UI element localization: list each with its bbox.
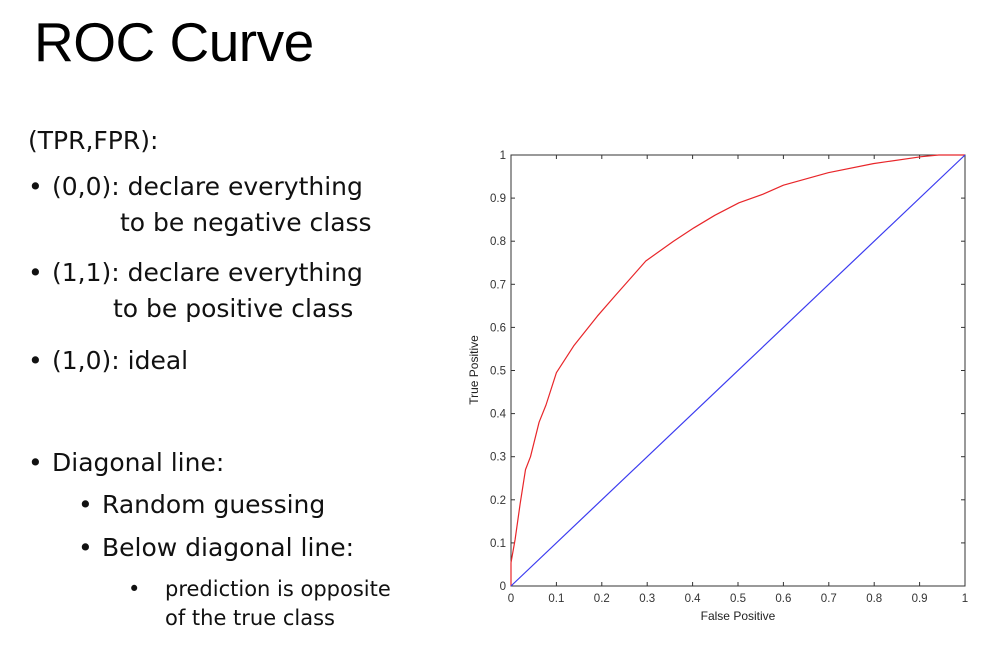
x-tick-label: 0.8	[866, 593, 882, 605]
y-tick-label: 0	[500, 581, 506, 593]
x-tick-label: 0.5	[730, 593, 746, 605]
x-tick-label: 0.6	[775, 593, 791, 605]
bullet-dot: •	[128, 577, 141, 601]
chart-axes: 0 0.1 0.2 0.3 0.4 0.5 0.6 0.7 0.8 0.9 1 0 0.1 0.2 0.3 0…	[490, 150, 968, 605]
diagonal-sub-0: Random guessing	[102, 490, 326, 519]
bullet-dot: •	[78, 533, 93, 562]
x-tick-label: 0	[508, 593, 514, 605]
bullet-0-line2: to be negative class	[120, 208, 372, 237]
diagonal-subsub-line1: prediction is opposite	[165, 577, 391, 601]
diagonal-subsub-line2: of the true class	[165, 606, 335, 630]
x-tick-label: 0.9	[912, 593, 928, 605]
y-tick-label: 0.1	[490, 538, 506, 550]
y-tick-label: 0.5	[490, 366, 506, 378]
y-tick-label: 0.2	[490, 495, 506, 507]
bullet-2-line1: (1,0): ideal	[52, 346, 189, 375]
x-tick-label: 0.3	[639, 593, 655, 605]
x-axis-label: False Positive	[701, 609, 776, 623]
y-tick-label: 1	[500, 150, 506, 162]
bullet-dot: •	[78, 490, 93, 519]
bullet-dot: •	[28, 172, 43, 201]
diagonal-sub-1: Below diagonal line:	[102, 533, 355, 562]
intro-text: (TPR,FPR):	[28, 126, 159, 155]
diagonal-line	[510, 154, 966, 587]
bullet-0-line1: (0,0): declare everything	[52, 172, 363, 201]
bullet-dot: •	[28, 258, 43, 287]
x-tick-label: 0.1	[548, 593, 564, 605]
chart-series	[510, 154, 966, 587]
y-tick-label: 0.7	[490, 279, 506, 291]
y-axis-label: True Positive	[467, 335, 481, 405]
x-tick-label: 0.4	[685, 593, 702, 605]
bullet-1-line1: (1,1): declare everything	[52, 258, 363, 287]
bullet-dot: •	[28, 448, 43, 477]
bullet-1-line2: to be positive class	[113, 294, 354, 323]
y-tick-label: 0.9	[490, 193, 506, 205]
x-tick-label: 0.2	[594, 593, 610, 605]
y-tick-label: 0.4	[490, 409, 507, 421]
diagonal-heading: Diagonal line:	[52, 448, 225, 477]
y-tick-label: 0.3	[490, 452, 506, 464]
y-tick-label: 0.6	[490, 322, 506, 334]
x-tick-label: 1	[962, 593, 968, 605]
x-tick-label: 0.7	[821, 593, 837, 605]
slide-title: ROC Curve	[34, 11, 314, 73]
roc-curve-line	[510, 154, 965, 586]
y-tick-label: 0.8	[490, 236, 506, 248]
bullet-dot: •	[28, 346, 43, 375]
